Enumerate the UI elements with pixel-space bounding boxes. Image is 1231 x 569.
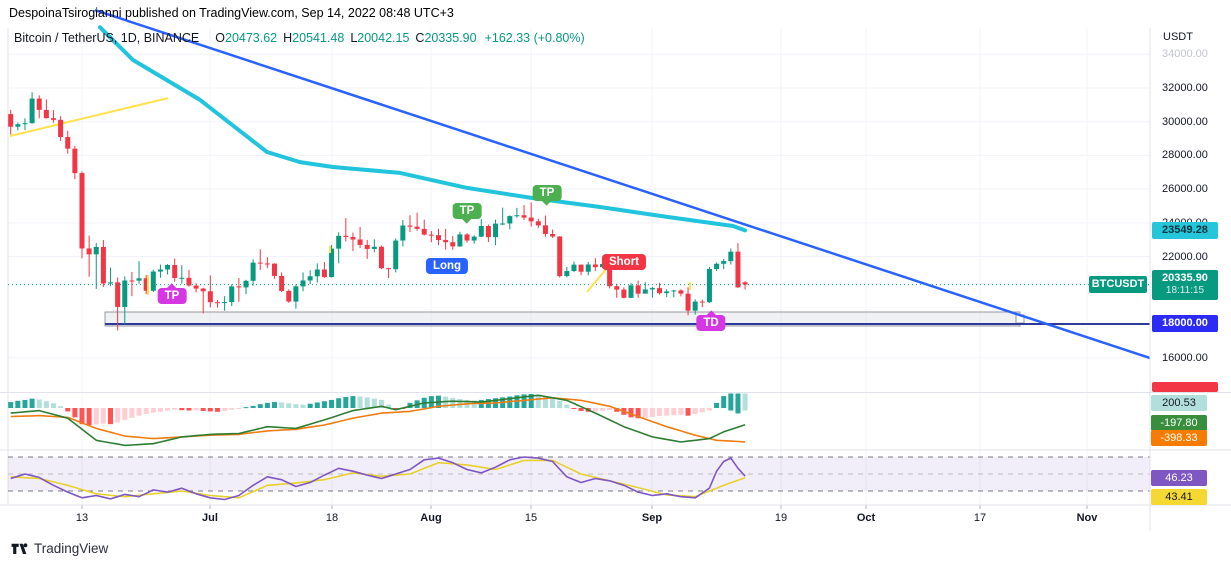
time-axis-label: 15 <box>524 512 538 524</box>
blue-trendline[interactable] <box>94 8 1151 360</box>
time-axis-label: 19 <box>774 512 788 524</box>
symbol-header: Bitcoin / TetherUS, 1D, BINANCE O20473.62… <box>14 31 585 45</box>
price-axis-label: 16000.00 <box>1162 351 1208 364</box>
low-value: 20042.15 <box>357 31 410 45</box>
gridlines <box>7 28 1150 509</box>
macd-value-label: -197.80 <box>1151 415 1207 431</box>
stochastic-band <box>8 456 1150 492</box>
watermark-text: TradingView <box>34 541 109 556</box>
stoch-value-label: 46.23 <box>1151 470 1207 486</box>
time-axis-label: Aug <box>420 512 442 524</box>
tradingview-logo-icon <box>11 543 28 555</box>
support-zone-box[interactable] <box>104 311 1025 327</box>
time-axis-label: Nov <box>1076 512 1098 524</box>
drawing-label-long[interactable]: Long <box>425 258 469 274</box>
macd-value-label: 200.53 <box>1151 395 1207 411</box>
price-axis-label: 32000.00 <box>1162 81 1208 94</box>
ma-price-label: 23549.28 <box>1152 221 1218 239</box>
price-axis-label: 30000.00 <box>1162 115 1208 128</box>
price-axis-label: 28000.00 <box>1162 149 1208 162</box>
hline-price-label: 18000.00 <box>1152 315 1218 333</box>
drawing-label-tp[interactable]: TP <box>452 203 482 224</box>
publication-text: DespoinaTsirogianni published on Trading… <box>9 6 454 20</box>
macd-lines[interactable] <box>10 394 746 447</box>
close-label: C <box>415 31 425 45</box>
time-axis-label: Sep <box>641 512 663 524</box>
low-label: L <box>350 31 358 45</box>
price-axis-label: 34000.00 <box>1162 48 1208 61</box>
time-axis-label: 13 <box>75 512 89 524</box>
cyan-moving-average[interactable] <box>98 25 747 233</box>
open-value: 20473.62 <box>225 31 278 45</box>
time-axis-label: Jul <box>202 512 218 524</box>
symbol-price-tag: BTCUSDT <box>1089 276 1147 294</box>
last-price-label: 20335.90 18:11:15 <box>1152 269 1218 300</box>
drawing-label-short[interactable]: Short <box>601 254 647 270</box>
close-value: 20335.90 <box>424 31 477 45</box>
high-value: 20541.48 <box>292 31 345 45</box>
yellow-marks <box>147 246 691 295</box>
change-value: +162.33 (+0.80%) <box>484 31 585 45</box>
pane-borders <box>0 28 1231 531</box>
drawing-label-td[interactable]: TD <box>696 310 726 331</box>
drawing-label-tp[interactable]: TP <box>532 185 562 206</box>
time-axis-label: 17 <box>973 512 987 524</box>
macd-value-label: -398.33 <box>1151 430 1207 446</box>
clipped-price-label <box>1152 382 1218 392</box>
stochastic-lines[interactable] <box>10 456 746 501</box>
time-axis-label: Oct <box>856 512 876 524</box>
price-axis-label: 22000.00 <box>1162 250 1208 263</box>
drawing-label-tp[interactable]: TP <box>157 283 187 304</box>
stoch-value-label: 43.41 <box>1151 489 1207 505</box>
symbol-title[interactable]: Bitcoin / TetherUS, 1D, BINANCE <box>14 31 200 45</box>
price-axis-currency: USDT <box>1163 31 1193 43</box>
time-axis-label: 18 <box>325 512 339 524</box>
high-label: H <box>283 31 293 45</box>
open-label: O <box>215 31 225 45</box>
tradingview-watermark[interactable]: TradingView <box>10 539 108 558</box>
yellow-trendline[interactable] <box>9 97 169 137</box>
candlestick-series[interactable] <box>8 92 748 331</box>
publication-bar: DespoinaTsirogianni published on Trading… <box>0 0 1231 27</box>
macd-histogram[interactable] <box>8 393 748 426</box>
price-axis-label: 26000.00 <box>1162 183 1208 196</box>
